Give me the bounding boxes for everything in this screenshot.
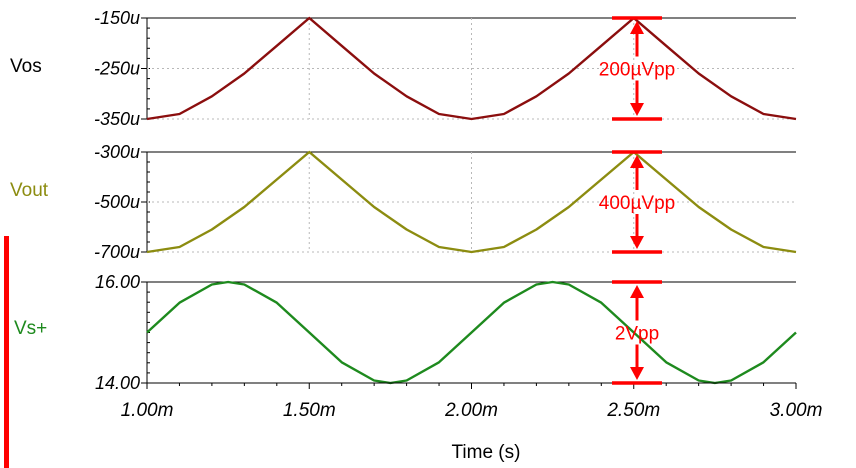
y-tick-label: -300u [94, 142, 140, 162]
x-tick-label: 1.50m [283, 400, 336, 421]
arrow-up-icon [630, 21, 644, 34]
y-tick-label: -350u [94, 109, 140, 129]
y-tick-label: -700u [94, 242, 140, 262]
red-bracket-line [4, 236, 9, 468]
y-tick-label: -150u [94, 8, 140, 28]
arrow-down-icon [630, 236, 644, 249]
x-axis: 1.00m 1.50m 2.00m 2.50m 3.00m [121, 382, 823, 421]
arrow-down-icon [630, 367, 644, 380]
x-tick-label: 3.00m [770, 400, 823, 421]
series-line-vout [146, 150, 797, 254]
x-tick-label: 1.00m [121, 400, 174, 421]
annotation-label: 2Vpp [615, 324, 659, 345]
panel-vos: -150u -250u -350u Vos [10, 8, 797, 129]
panel-label: Vs+ [14, 318, 47, 339]
arrow-up-icon [630, 155, 644, 168]
chart-panels: -150u -250u -350u Vos -300u -500u -700u Vout 16.… [10, 8, 797, 393]
annotation-label: 200µVpp [599, 60, 675, 81]
annotation-2: 2Vpp [612, 280, 662, 385]
series-line-vs- [146, 280, 797, 385]
annotation-1: 400µVpp [599, 150, 675, 254]
y-tick-label: -250u [94, 59, 140, 79]
series-line-vos [146, 16, 797, 121]
y-tick-label: 16.00 [95, 272, 140, 292]
panel-vout: -300u -500u -700u Vout [10, 142, 797, 262]
panel-vs-: 16.00 14.00 Vs+ [14, 272, 797, 393]
x-tick-label: 2.00m [444, 400, 498, 421]
annotation-label: 400µVpp [599, 193, 675, 214]
x-axis-label: Time (s) [452, 442, 521, 463]
panel-label: Vos [10, 56, 42, 77]
annotation-0: 200µVpp [599, 16, 675, 121]
panel-label: Vout [10, 180, 49, 201]
annotations: 200µVpp 400µVpp 2Vpp [599, 16, 675, 385]
y-tick-label: 14.00 [95, 373, 140, 393]
x-tick-label: 2.50m [606, 400, 660, 421]
arrow-up-icon [630, 285, 644, 298]
arrow-down-icon [630, 103, 644, 116]
y-tick-label: -500u [94, 192, 140, 212]
